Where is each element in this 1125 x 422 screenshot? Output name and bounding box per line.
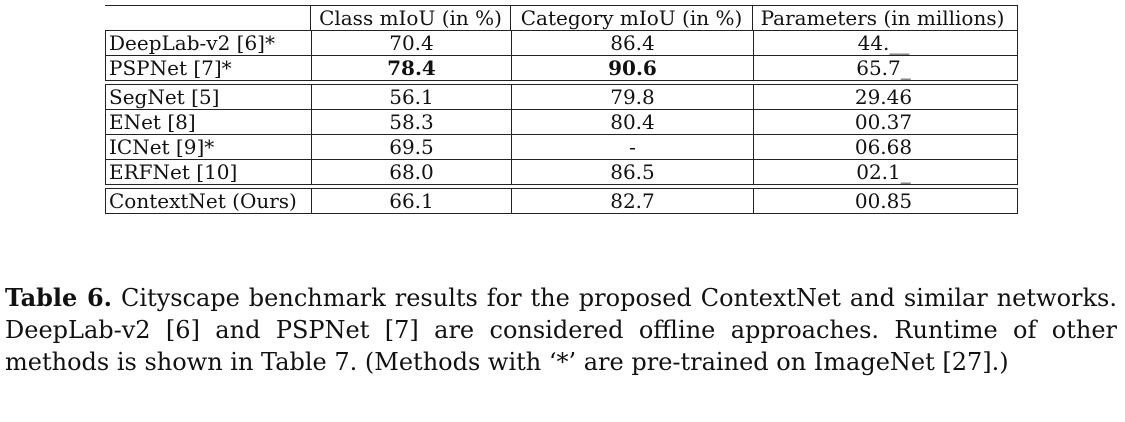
class-miou-cell: 78.4 [311,56,511,80]
params-cell: 06.68 [753,135,1013,159]
caption-text: Cityscape benchmark results for the prop… [5,284,1117,376]
table-row: PSPNet [7]* 78.4 90.6 65.7_ [105,55,1018,81]
class-miou-cell: 56.1 [311,85,511,109]
table-caption: Table 6. Cityscape benchmark results for… [5,282,1117,378]
table-header: Class mIoU (in %) Category mIoU (in %) P… [105,5,1018,30]
method-cell: SegNet [5] [109,85,220,109]
class-miou-cell: 58.3 [311,110,511,134]
params-cell: 00.37 [753,110,1013,134]
category-miou-cell: 86.4 [511,31,753,55]
params-cell: 00.85 [753,189,1013,213]
table-row: ERFNet [10] 68.0 86.5 02.1_ [105,159,1018,185]
header-cell-empty [105,6,310,30]
category-miou-cell: 82.7 [511,189,753,213]
header-category-miou: Category mIoU (in %) [510,6,752,30]
table-row: DeepLab-v2 [6]* 70.4 86.4 44.__ [105,30,1018,55]
header-class-miou: Class mIoU (in %) [310,6,510,30]
class-miou-cell: 68.0 [311,160,511,184]
header-parameters: Parameters (in millions) [752,6,1012,30]
category-miou-cell: - [511,135,753,159]
category-miou-cell: 90.6 [511,56,753,80]
class-miou-cell: 69.5 [311,135,511,159]
method-cell: PSPNet [7]* [109,56,232,80]
class-miou-cell: 70.4 [311,31,511,55]
method-cell: ERFNet [10] [109,160,238,184]
params-cell: 29.46 [753,85,1013,109]
results-table: Class mIoU (in %) Category mIoU (in %) P… [105,5,1018,214]
params-cell: 44.__ [753,31,1013,55]
method-cell: ENet [8] [109,110,196,134]
category-miou-cell: 86.5 [511,160,753,184]
category-miou-cell: 80.4 [511,110,753,134]
category-miou-cell: 79.8 [511,85,753,109]
method-cell: DeepLab-v2 [6]* [109,31,275,55]
table-row: ICNet [9]* 69.5 - 06.68 [105,134,1018,159]
class-miou-cell: 66.1 [311,189,511,213]
table-row: ContextNet (Ours) 66.1 82.7 00.85 [105,188,1018,214]
table-row: ENet [8] 58.3 80.4 00.37 [105,109,1018,134]
table-row: SegNet [5] 56.1 79.8 29.46 [105,84,1018,109]
method-cell: ICNet [9]* [109,135,215,159]
caption-label: Table 6. [5,283,113,312]
params-cell: 02.1_ [753,160,1013,184]
params-cell: 65.7_ [753,56,1013,80]
method-cell: ContextNet (Ours) [109,189,297,213]
